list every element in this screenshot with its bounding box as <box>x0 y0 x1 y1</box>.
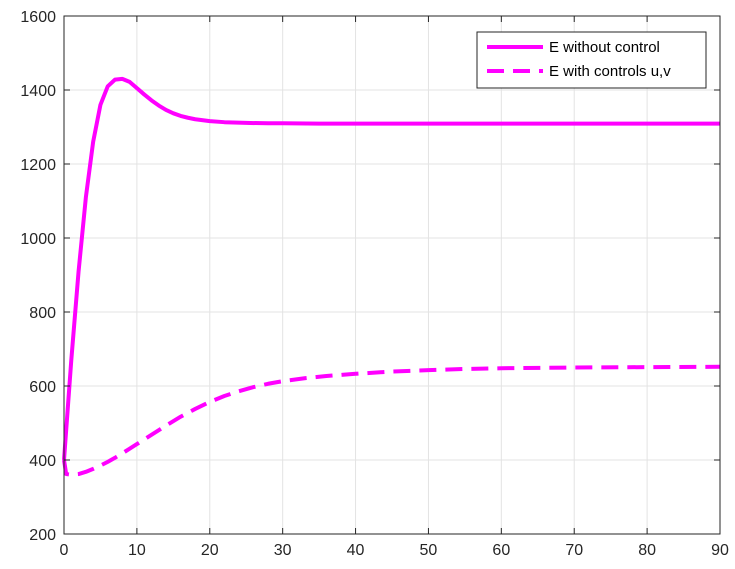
x-tick-label: 40 <box>347 542 365 559</box>
axes <box>63 15 721 535</box>
x-tick-label: 0 <box>60 542 69 559</box>
y-tick-label: 400 <box>29 453 56 470</box>
series-lines <box>62 76 721 477</box>
plot-area <box>64 16 720 534</box>
y-tick-label: 1600 <box>20 9 56 26</box>
axes-box <box>63 15 721 535</box>
legend: E without control E with controls u,v <box>476 31 707 89</box>
x-tick-label: 80 <box>638 542 656 559</box>
legend-box <box>476 31 707 89</box>
y-tick-label: 200 <box>29 527 56 544</box>
series-line-without-control <box>62 76 720 461</box>
y-tick-label: 800 <box>29 305 56 322</box>
x-tick-label: 90 <box>711 542 729 559</box>
legend-label: E with controls u,v <box>549 63 671 80</box>
tick-labels: 0 10 20 30 40 50 60 70 80 90 200 400 600 800 1000 1200 1… <box>20 9 729 559</box>
x-tick-label: 10 <box>128 542 146 559</box>
y-tick-label: 1000 <box>20 231 56 248</box>
series-line-with-controls <box>62 364 721 477</box>
x-tick-label: 50 <box>420 542 438 559</box>
legend-label: E without control <box>549 39 660 56</box>
x-tick-label: 30 <box>274 542 292 559</box>
x-tick-label: 20 <box>201 542 219 559</box>
x-tick-label: 70 <box>565 542 583 559</box>
y-tick-label: 1200 <box>20 157 56 174</box>
y-tick-label: 1400 <box>20 83 56 100</box>
y-tick-label: 600 <box>29 379 56 396</box>
x-tick-label: 60 <box>492 542 510 559</box>
